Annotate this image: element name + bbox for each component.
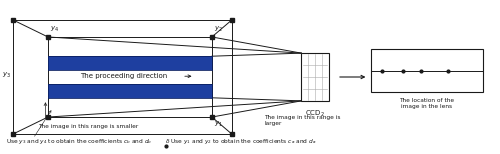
Text: $\delta$ Use $y_1$ and $y_2$ to obtain the coefficients $c_a$ and $d_a$: $\delta$ Use $y_1$ and $y_2$ to obtain t… — [164, 137, 316, 146]
Text: The proceeding direction: The proceeding direction — [80, 73, 168, 79]
Text: $y_3$: $y_3$ — [2, 71, 11, 80]
Text: $t_2$: $t_2$ — [444, 81, 451, 90]
Bar — [48, 56, 212, 70]
Text: $y_2$: $y_2$ — [214, 25, 224, 34]
Text: The location of the
image in the lens: The location of the image in the lens — [399, 98, 454, 109]
Text: $y_4$: $y_4$ — [50, 25, 59, 34]
Text: The image in this range is smaller: The image in this range is smaller — [38, 124, 138, 129]
Text: $t_4$: $t_4$ — [417, 81, 424, 90]
Text: $t_3$: $t_3$ — [400, 81, 406, 90]
Bar — [302, 53, 328, 101]
Bar — [371, 49, 482, 92]
Text: $t_1$: $t_1$ — [378, 81, 385, 90]
Text: $y_1$: $y_1$ — [214, 120, 224, 129]
Text: The image in this range is
larger: The image in this range is larger — [264, 115, 340, 126]
Bar — [48, 84, 212, 98]
Text: Use $y_3$ and $y_4$ to obtain the coefficients $c_b$ and $d_b$: Use $y_3$ and $y_4$ to obtain the coeffi… — [6, 137, 152, 146]
Text: CCD$_2$: CCD$_2$ — [305, 109, 325, 119]
